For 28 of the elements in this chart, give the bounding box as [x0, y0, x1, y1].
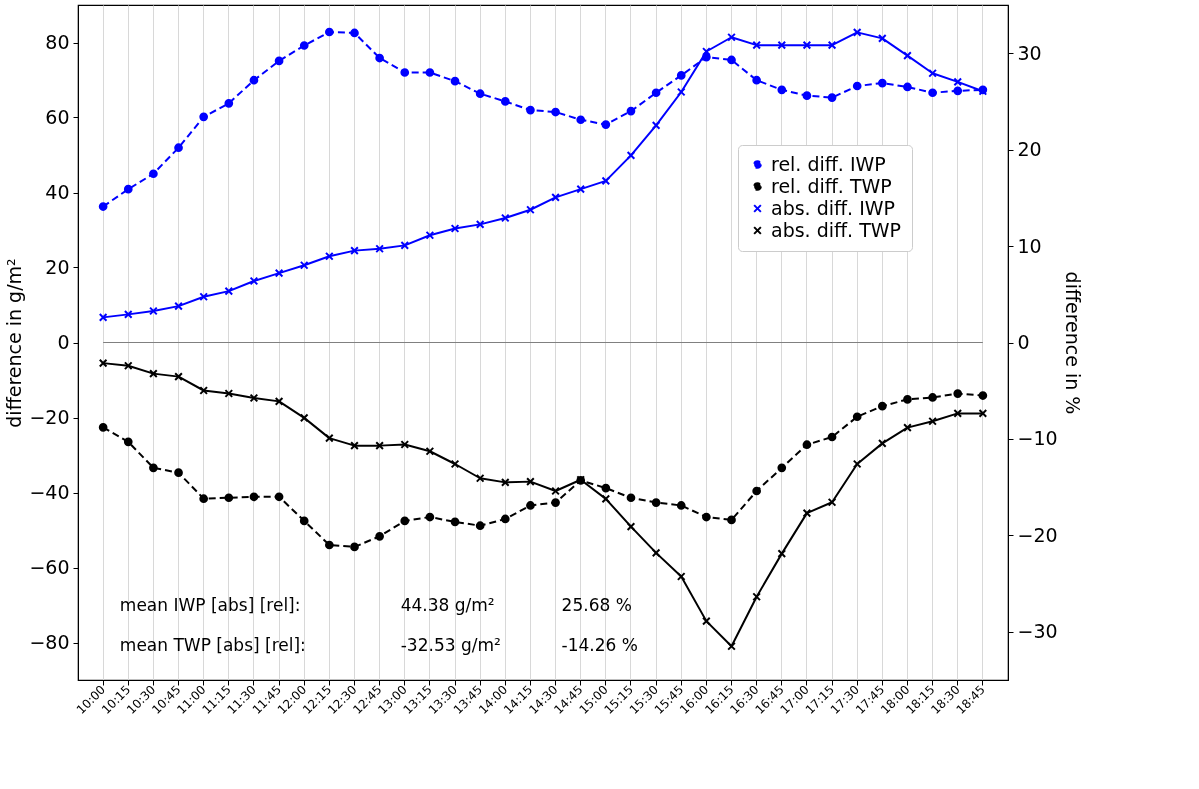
y2-tick-label: −30 [1017, 620, 1058, 643]
annotation: -32.53 g/m² [400, 634, 501, 655]
y-tick-label: −60 [29, 556, 70, 578]
y2-tick-label: −20 [1017, 523, 1058, 546]
y2-tick-label: 20 [1017, 138, 1042, 161]
y2-tick-label: 30 [1017, 41, 1042, 64]
annotation: 44.38 g/m² [400, 594, 495, 615]
y2-tick-label: −10 [1017, 427, 1058, 450]
legend-label: rel. diff. TWP [771, 174, 892, 197]
annotation: mean IWP [abs] [rel]: [119, 594, 301, 615]
legend-label: abs. diff. TWP [771, 218, 902, 241]
y-tick-label: 20 [45, 256, 70, 278]
y2-tick-label: 0 [1017, 331, 1030, 353]
annotation: mean TWP [abs] [rel]: [119, 634, 306, 655]
y-tick-label: 40 [45, 181, 70, 203]
legend-label: abs. diff. IWP [771, 196, 896, 219]
y2-axis-title: difference in % [1061, 271, 1084, 415]
annotation: 25.68 % [561, 594, 632, 615]
y2-tick-label: 10 [1017, 234, 1042, 257]
y-tick-label: 80 [45, 31, 70, 53]
y-tick-label: 0 [57, 331, 70, 353]
y-tick-label: −80 [29, 631, 70, 653]
annotation: -14.26 % [561, 634, 638, 655]
legend-label: rel. diff. IWP [771, 152, 886, 175]
y-tick-label: 60 [45, 106, 70, 128]
y-axis-title: difference in g/m² [3, 258, 26, 428]
y-tick-label: −40 [29, 481, 70, 503]
y-tick-label: −20 [29, 406, 70, 428]
